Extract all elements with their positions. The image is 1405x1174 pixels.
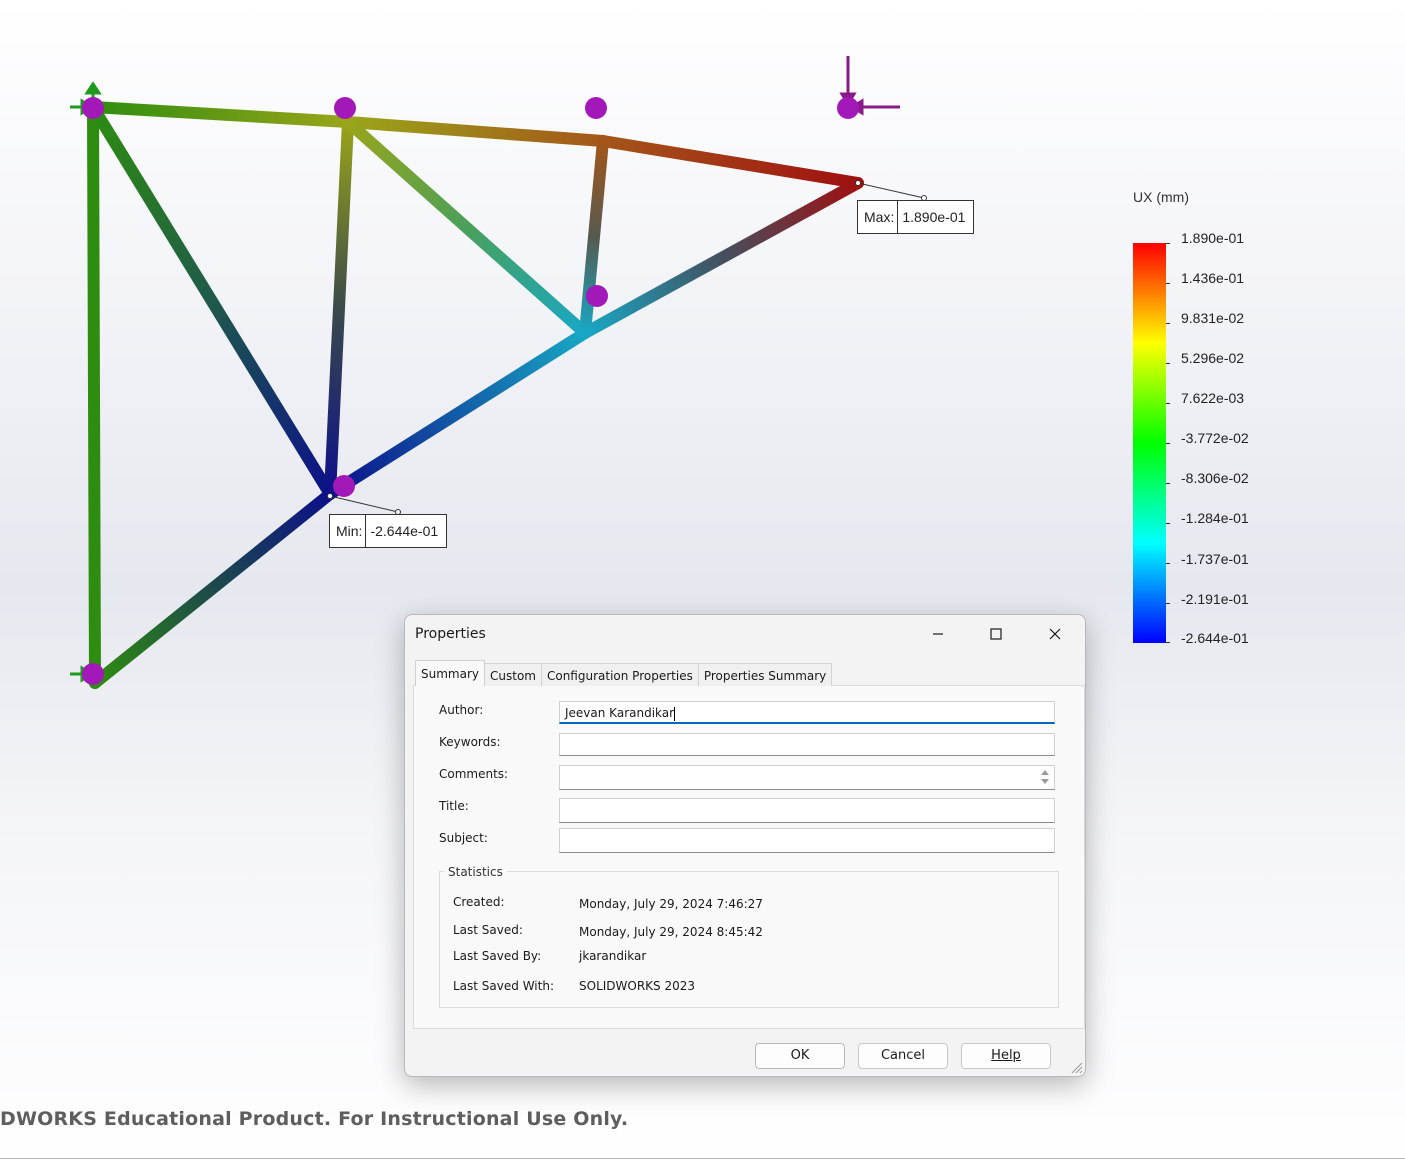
truss-member — [87, 101, 101, 689]
max-label: Max: — [858, 201, 899, 233]
legend-label: 9.831e-02 — [1181, 310, 1245, 326]
cancel-button[interactable]: Cancel — [858, 1043, 948, 1069]
joint-marker — [837, 97, 859, 119]
created-label: Created: — [453, 895, 505, 909]
legend-tick — [1166, 363, 1170, 364]
joint-markers — [82, 97, 859, 685]
joint-marker — [333, 475, 355, 497]
truss-member — [87, 101, 354, 128]
comments-scroll-icon[interactable] — [1040, 767, 1050, 787]
joint-marker — [334, 97, 356, 119]
min-callout[interactable]: Min: -2.644e-01 — [329, 514, 448, 548]
truss-member — [579, 177, 864, 339]
keywords-label: Keywords: — [439, 735, 501, 749]
legend-label: -2.191e-01 — [1181, 591, 1249, 607]
legend-tick — [1166, 563, 1170, 564]
truss-member — [87, 101, 336, 500]
comments-label: Comments: — [439, 767, 509, 781]
author-label: Author: — [439, 703, 484, 717]
joint-marker — [585, 97, 607, 119]
truss-member — [342, 116, 609, 147]
legend-tick — [1166, 323, 1170, 324]
legend-label: -1.284e-01 — [1181, 510, 1249, 526]
legend-title: UX (mm) — [1133, 189, 1189, 205]
legend-tick — [1166, 403, 1170, 404]
resize-grip-icon[interactable] — [1069, 1060, 1083, 1074]
legend-tick — [1166, 523, 1170, 524]
legend-label: 5.296e-02 — [1181, 350, 1245, 366]
educational-watermark: DWORKS Educational Product. For Instruct… — [0, 1108, 629, 1130]
ok-button[interactable]: OK — [755, 1043, 845, 1069]
min-value: -2.644e-01 — [370, 523, 439, 539]
author-field[interactable]: Jeevan Karandikar — [559, 701, 1055, 724]
max-callout[interactable]: Max: 1.890e-01 — [857, 200, 975, 234]
last-saved-by-value: jkarandikar — [579, 949, 647, 963]
tab-summary[interactable]: Summary — [415, 660, 485, 686]
title-label: Title: — [439, 799, 469, 813]
minimize-icon — [933, 633, 943, 635]
summary-panel: Author: Jeevan Karandikar Keywords: Comm… — [413, 685, 1085, 1029]
legend-tick — [1166, 443, 1170, 444]
last-saved-with-value: SOLIDWORKS 2023 — [579, 979, 696, 993]
joint-marker — [586, 285, 608, 307]
truss-members — [87, 101, 864, 689]
close-button[interactable] — [1026, 615, 1084, 653]
close-icon — [1049, 628, 1061, 640]
legend-tick — [1166, 642, 1170, 643]
callout-leaders — [327, 180, 927, 515]
subject-label: Subject: — [439, 831, 488, 845]
legend-label: -8.306e-02 — [1181, 470, 1249, 486]
min-label: Min: — [330, 515, 367, 547]
keywords-field[interactable] — [559, 733, 1055, 756]
legend-label: -2.644e-01 — [1181, 630, 1249, 646]
legend-tick — [1166, 483, 1170, 484]
legend-label: -3.772e-02 — [1181, 430, 1249, 446]
created-value: Monday, July 29, 2024 7:46:27 — [579, 897, 763, 911]
statistics-legend: Statistics — [444, 865, 507, 879]
tab-strip: Summary Custom Configuration Properties … — [415, 660, 833, 686]
divider — [0, 1158, 1405, 1159]
last-saved-with-label: Last Saved With: — [453, 979, 554, 993]
title-field[interactable] — [559, 798, 1055, 823]
maximize-icon — [990, 628, 1002, 640]
truss-member — [342, 116, 591, 339]
minimize-button[interactable] — [909, 615, 967, 653]
truss-member — [324, 116, 354, 500]
help-button[interactable]: Help — [961, 1043, 1051, 1069]
max-value: 1.890e-01 — [902, 209, 966, 225]
legend-tick — [1166, 603, 1170, 604]
last-saved-value: Monday, July 29, 2024 8:45:42 — [579, 925, 763, 939]
legend-tick — [1166, 283, 1170, 284]
legend-tick — [1166, 243, 1170, 244]
legend-label: 1.890e-01 — [1181, 230, 1245, 246]
truss-member — [324, 327, 591, 500]
tab-properties-summary[interactable]: Properties Summary — [697, 663, 833, 686]
last-saved-label: Last Saved: — [453, 923, 523, 937]
tab-custom[interactable]: Custom — [484, 663, 542, 686]
legend-color-bar — [1133, 243, 1166, 643]
joint-marker — [82, 97, 104, 119]
properties-dialog: Properties Author: Jeevan Karandikar Key… — [404, 614, 1086, 1077]
legend-label: -1.737e-01 — [1181, 551, 1249, 567]
text-caret — [674, 706, 676, 721]
joint-marker — [82, 663, 104, 685]
tab-configuration-properties[interactable]: Configuration Properties — [540, 663, 699, 686]
legend-label: 1.436e-01 — [1181, 270, 1245, 286]
dialog-title: Properties — [415, 626, 486, 642]
legend-label: 7.622e-03 — [1181, 390, 1245, 406]
maximize-button[interactable] — [967, 615, 1025, 653]
truss-member — [89, 488, 336, 689]
comments-field[interactable] — [559, 765, 1055, 790]
last-saved-by-label: Last Saved By: — [453, 949, 542, 963]
subject-field[interactable] — [559, 828, 1055, 853]
truss-member — [597, 135, 864, 189]
statistics-group — [439, 871, 1059, 1008]
